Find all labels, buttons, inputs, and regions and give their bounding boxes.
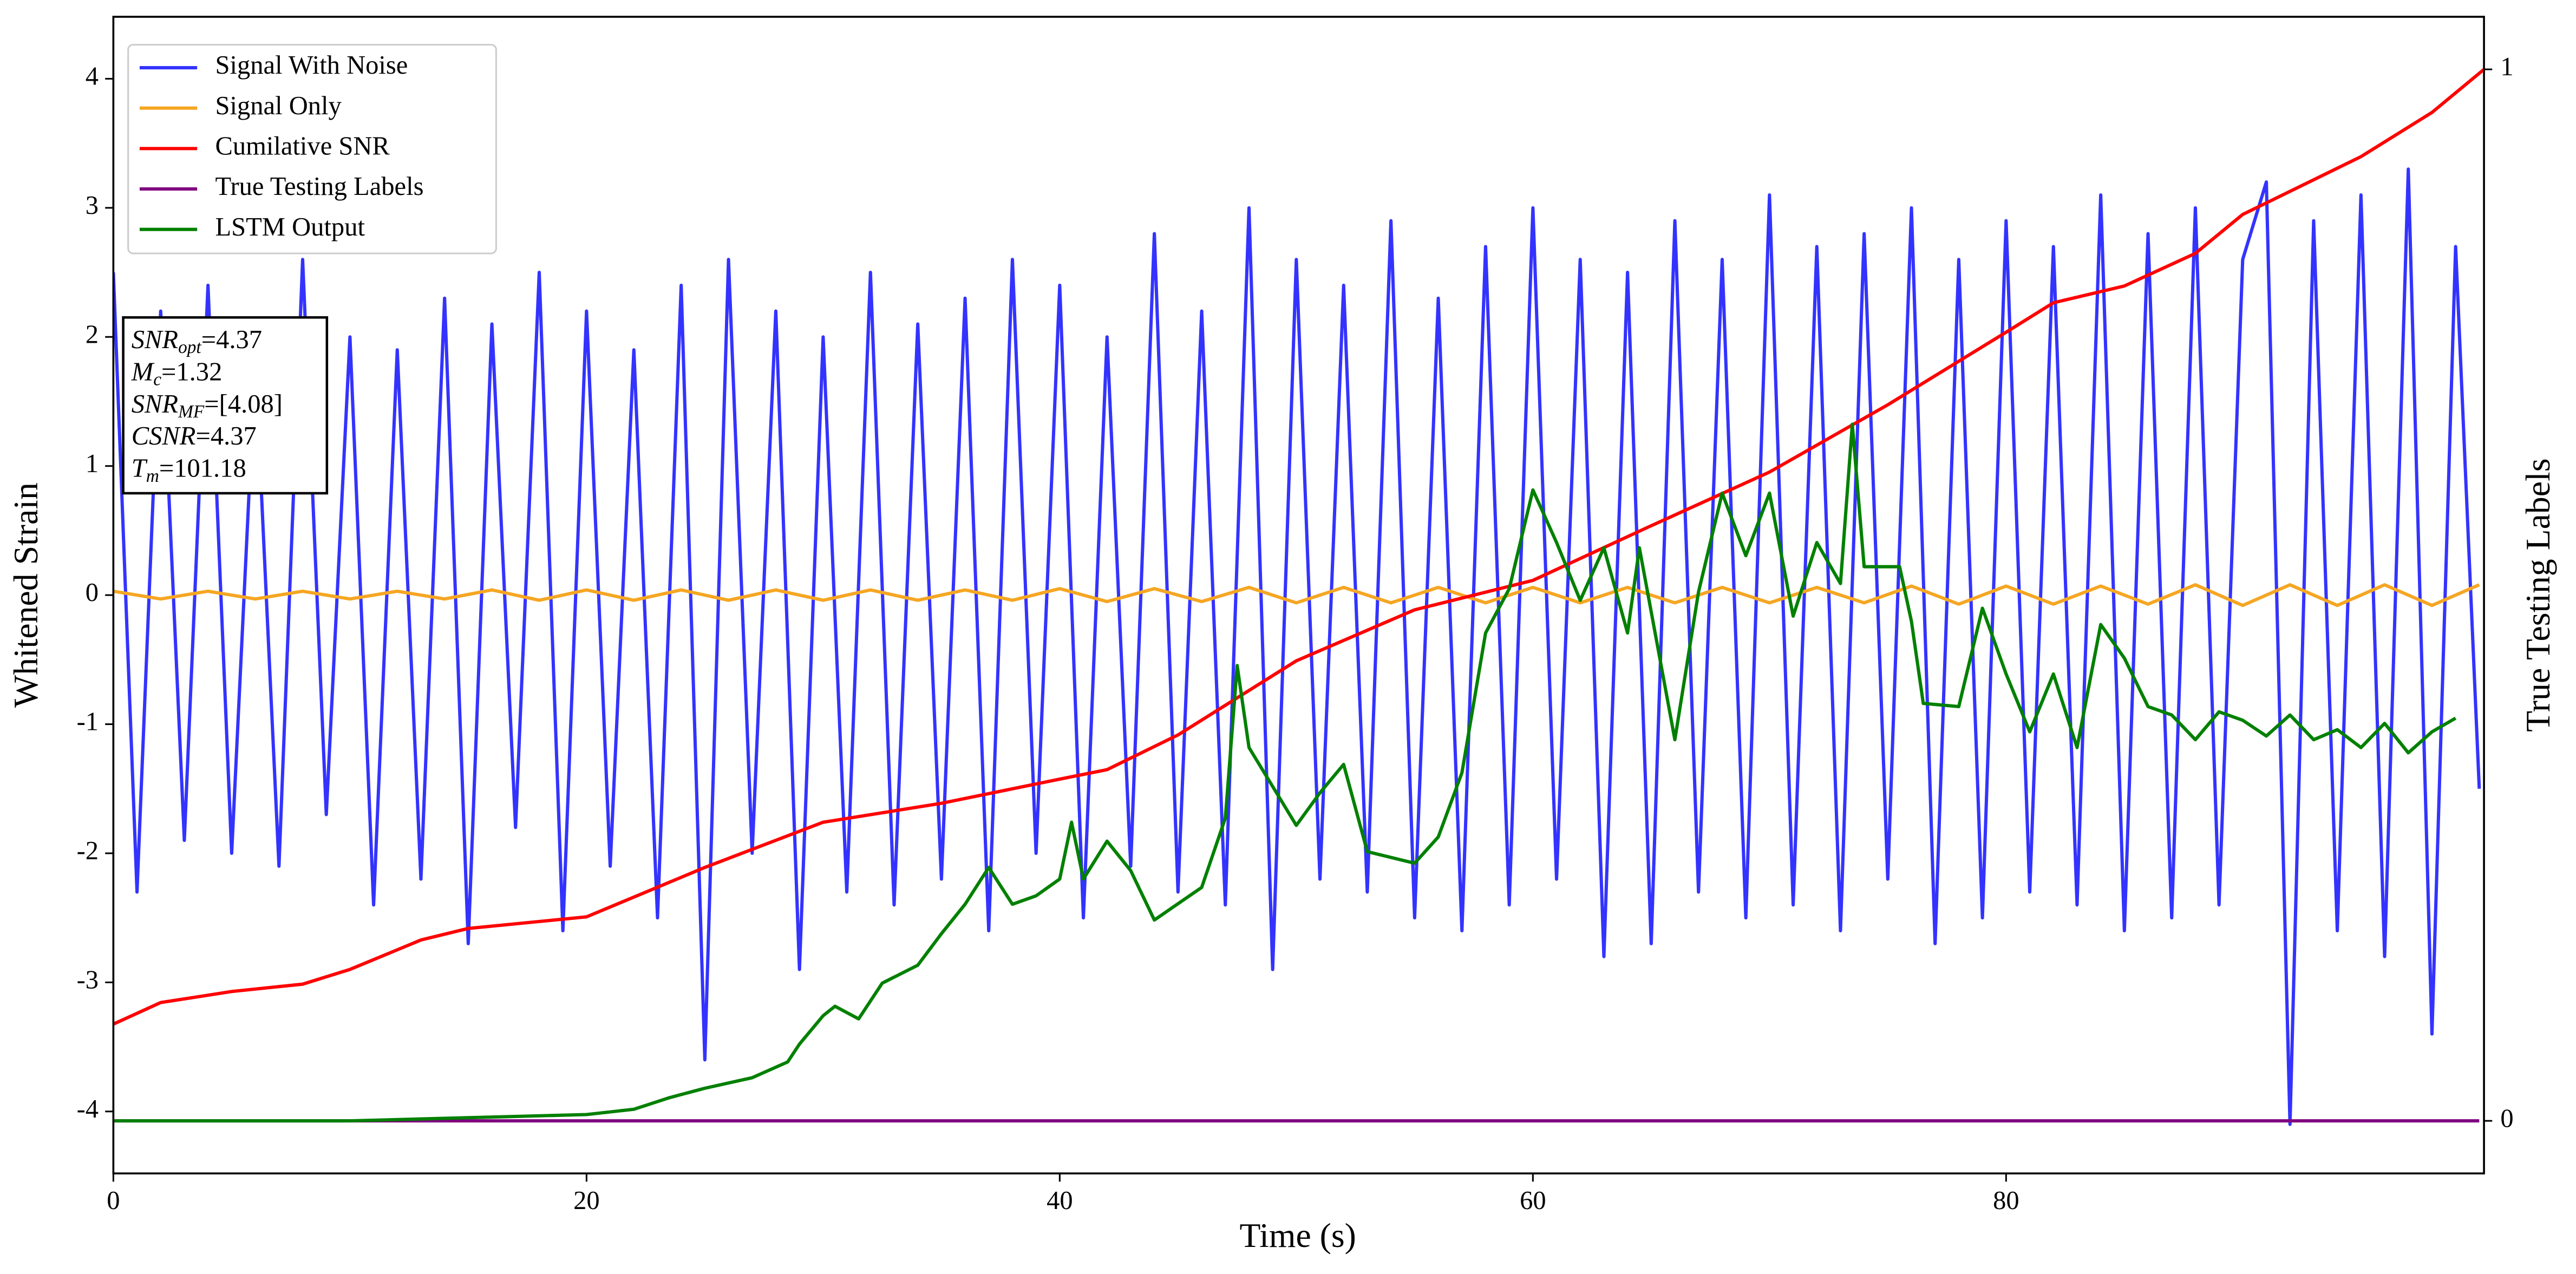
y-tick-label: 1 [86,449,99,478]
x-tick-label: 0 [107,1186,120,1215]
annotation-part: opt [178,337,201,357]
y-tick-label: -4 [77,1094,99,1123]
y2-tick-label: 1 [2500,52,2513,81]
legend-label: True Testing Labels [215,172,424,201]
annotation-part: =4.37 [195,421,256,450]
annotation: Tm=101.18 [132,454,246,486]
annotation-part: =[4.08] [204,389,283,419]
annotation: CSNR=4.37 [132,421,257,450]
plot-area [113,68,2485,1126]
x-tick-label: 60 [1520,1186,1546,1215]
y2-tick-label: 0 [2500,1103,2513,1133]
annotation-part: m [146,466,159,486]
legend-label: Signal Only [215,91,342,120]
legend-label: LSTM Output [215,212,365,241]
y-tick-label: -1 [77,707,99,736]
annotation-part: =101.18 [159,454,246,483]
annotation: SNRopt=4.37 [132,325,262,357]
y-tick-label: -2 [77,836,99,865]
annotation-part: SNR [132,325,178,354]
x-tick-label: 20 [573,1186,600,1215]
annotation-part: c [153,369,161,389]
x-tick-label: 40 [1047,1186,1073,1215]
annotation-part: =4.37 [201,325,262,354]
y-tick-label: -3 [77,965,99,995]
annotation-part: T [132,454,148,483]
series-line [113,422,2457,1123]
legend-box [127,44,497,254]
series-line [113,68,2485,1026]
y-tick-label: 2 [86,319,99,349]
annotation-part: MF [178,402,205,422]
annotation-part: CSNR [132,421,196,450]
legend-label: Signal With Noise [215,50,408,80]
annotation-part: =1.32 [161,357,222,386]
x-axis-label: Time (s) [1240,1216,1356,1255]
y2-axis-label: True Testing Labels [2519,458,2557,731]
annotation-part: SNR [132,389,178,419]
series-line [113,583,2480,607]
y-tick-label: 3 [86,191,99,220]
y-tick-label: 4 [86,62,99,91]
series-line [113,167,2481,1126]
y-tick-label: 0 [86,578,99,607]
annotation-box [122,316,329,495]
annotation-part: M [131,357,155,386]
y-axis-label: Whitened Strain [6,482,45,708]
legend-label: Cumilative SNR [215,132,390,161]
x-tick-label: 80 [1993,1186,2019,1215]
annotation: SNRMF=[4.08] [132,389,283,422]
series-group [113,68,2485,1126]
annotation: Mc=1.32 [131,357,223,389]
